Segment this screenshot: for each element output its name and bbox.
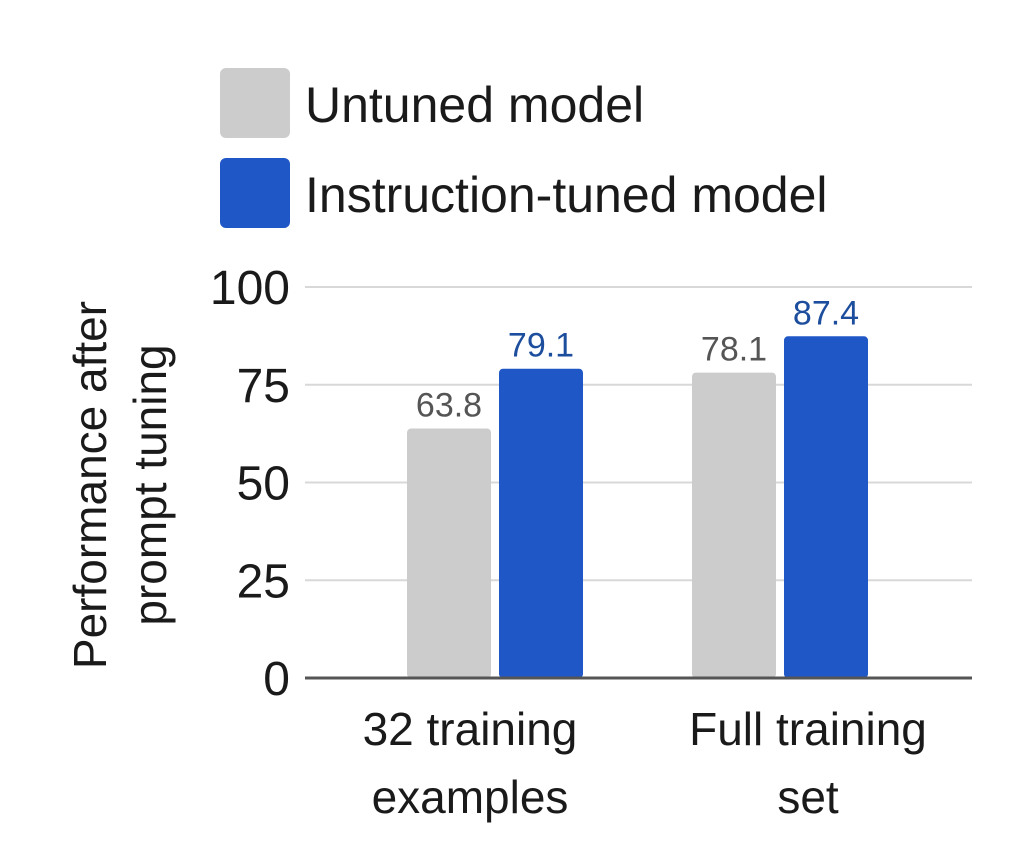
y-axis-tick-labels: 0 25 50 75 100 <box>210 262 290 706</box>
x-tick-label-2-line-2: set <box>777 771 839 823</box>
y-tick-label-50: 50 <box>237 458 290 511</box>
y-axis-label-line-2: prompt tuning <box>124 344 176 625</box>
y-tick-label-0: 0 <box>263 653 290 706</box>
x-tick-label-1-line-1: 32 training <box>363 703 578 755</box>
legend-label-1: Untuned model <box>305 77 644 133</box>
y-axis-label-line-1: Performance after <box>64 301 116 669</box>
bars <box>407 336 868 678</box>
y-axis-label: Performance after prompt tuning <box>64 301 176 669</box>
bar-1-1 <box>407 428 491 678</box>
y-tick-label-25: 25 <box>237 555 290 608</box>
legend-label-2: Instruction-tuned model <box>305 167 828 223</box>
y-tick-label-75: 75 <box>237 360 290 413</box>
legend-swatch-2 <box>220 158 290 228</box>
bar-1-2 <box>692 372 776 678</box>
x-tick-label-2-line-1: Full training <box>689 703 927 755</box>
x-tick-label-1-line-2: examples <box>372 771 569 823</box>
data-label-1-1: 63.8 <box>416 387 482 425</box>
legend-swatch-1 <box>220 68 290 138</box>
bar-2-1 <box>499 368 583 678</box>
data-label-2-1: 79.1 <box>508 327 574 365</box>
x-axis-tick-labels: 32 training examples Full training set <box>363 703 927 823</box>
y-tick-label-100: 100 <box>210 262 290 315</box>
legend: Untuned model Instruction-tuned model <box>220 68 828 228</box>
gridlines <box>305 286 972 582</box>
data-label-2-2: 87.4 <box>793 294 859 332</box>
data-labels: 63.8 79.1 78.1 87.4 <box>416 294 859 424</box>
bar-2-2 <box>784 336 868 678</box>
data-label-1-2: 78.1 <box>701 331 767 369</box>
